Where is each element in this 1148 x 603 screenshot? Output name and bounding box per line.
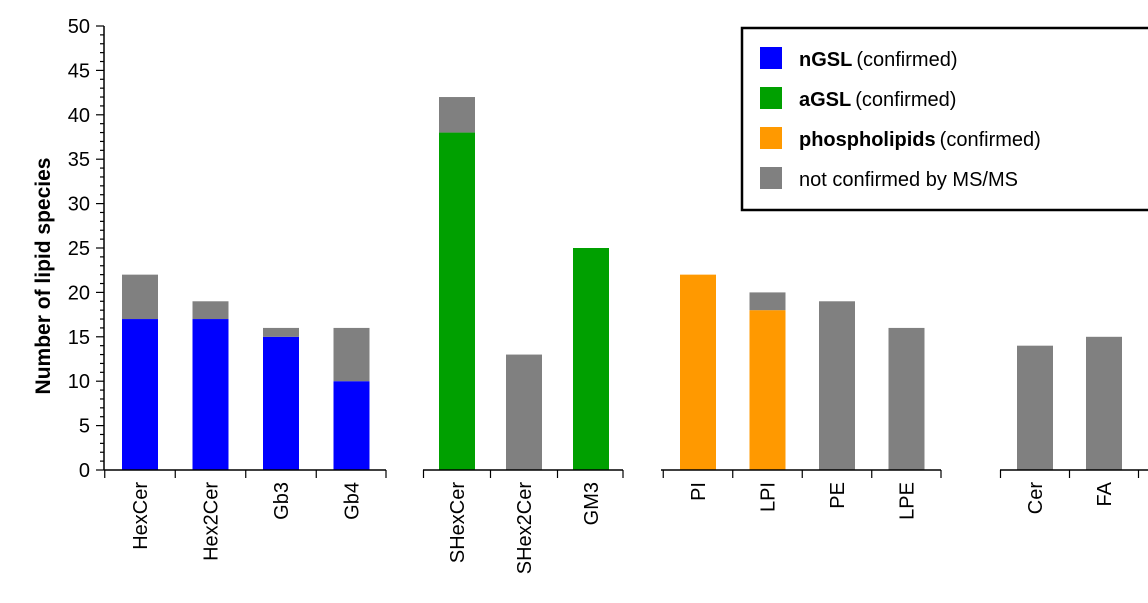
legend-entry-label: nGSL (confirmed) bbox=[799, 49, 957, 71]
y-tick-label: 30 bbox=[68, 194, 90, 216]
bar-confirmed-pi bbox=[680, 274, 716, 470]
x-tick-label-pe: PE bbox=[827, 482, 849, 509]
bar-not-confirmed-lpe bbox=[888, 327, 925, 470]
y-axis: 0 5 10 15 20 25 30 35 40 45 50 bbox=[68, 16, 105, 482]
bar-not-confirmed-gb4 bbox=[333, 327, 370, 382]
legend-entry-label: phospholipids (confirmed) bbox=[799, 129, 1041, 151]
bar-confirmed-shexcer bbox=[439, 132, 475, 470]
bar-not-confirmed-fa bbox=[1086, 336, 1122, 470]
bar-confirmed-gb3 bbox=[263, 336, 299, 470]
bar-not-confirmed-lpi bbox=[749, 292, 786, 311]
y-tick-label: 20 bbox=[68, 282, 90, 304]
legend-entry-label: not confirmed by MS/MS bbox=[799, 169, 1018, 191]
x-tick-label-fa: FA bbox=[1094, 481, 1116, 506]
bar-not-confirmed-shex2cer bbox=[506, 354, 542, 470]
y-tick-label: 25 bbox=[68, 238, 90, 260]
x-tick-label-hex2cer: Hex2Cer bbox=[201, 482, 223, 561]
legend-swatch bbox=[760, 167, 782, 189]
legend-swatch bbox=[760, 47, 782, 69]
y-tick-label: 50 bbox=[68, 16, 90, 38]
y-tick-label: 0 bbox=[79, 460, 90, 482]
bar-confirmed-hex2cer bbox=[192, 319, 229, 470]
x-tick-label-lpi: LPI bbox=[758, 482, 780, 512]
x-tick-label-shex2cer: SHex2Cer bbox=[514, 482, 536, 575]
bar-not-confirmed-hex2cer bbox=[192, 301, 229, 320]
y-tick-label: 10 bbox=[68, 371, 90, 393]
bar-not-confirmed-pe bbox=[819, 301, 855, 470]
bar-confirmed-hexcer bbox=[122, 319, 158, 470]
bar-confirmed-lpi bbox=[749, 310, 786, 470]
y-tick-label: 40 bbox=[68, 105, 90, 127]
bar-confirmed-gm3 bbox=[573, 248, 609, 470]
x-tick-label-hexcer: HexCer bbox=[130, 482, 152, 550]
y-tick-label: 5 bbox=[79, 416, 90, 438]
y-tick-label: 15 bbox=[68, 327, 90, 349]
x-tick-label-lpe: LPE bbox=[897, 482, 919, 520]
y-tick-label: 35 bbox=[68, 149, 90, 171]
legend-swatch bbox=[760, 127, 782, 149]
y-axis-label: Number of lipid species bbox=[32, 158, 55, 395]
x-tick-label-pi: PI bbox=[688, 482, 710, 501]
x-tick-label-gm3: GM3 bbox=[581, 482, 603, 525]
bars bbox=[122, 97, 1122, 470]
legend-entry-label: aGSL (confirmed) bbox=[799, 89, 956, 111]
x-tick-label-cer: Cer bbox=[1025, 482, 1047, 515]
bar-not-confirmed-shexcer bbox=[439, 97, 475, 133]
x-tick-label-shexcer: SHexCer bbox=[447, 482, 469, 563]
bar-not-confirmed-gb3 bbox=[263, 327, 299, 337]
legend-swatch bbox=[760, 87, 782, 109]
legend-frame bbox=[740, 26, 1148, 212]
x-tick-label-gb4: Gb4 bbox=[342, 482, 364, 520]
bar-confirmed-gb4 bbox=[333, 381, 370, 470]
bar-not-confirmed-cer bbox=[1017, 345, 1053, 470]
y-tick-label: 45 bbox=[68, 60, 90, 82]
x-tick-label-gb3: Gb3 bbox=[271, 482, 293, 520]
x-axis: HexCer Hex2Cer Gb3 Gb4 SHexCer SHex2Cer GM3 PI L… bbox=[104, 469, 1148, 575]
legend: nGSL (confirmed) aGSL (confirmed) phospholip… bbox=[740, 26, 1148, 212]
bar-not-confirmed-hexcer bbox=[122, 274, 158, 320]
